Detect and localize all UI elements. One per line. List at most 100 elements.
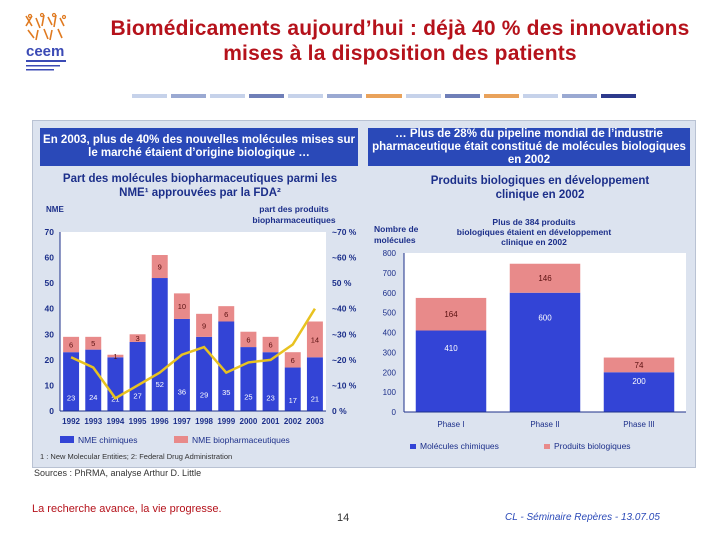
right-annotation: Plus de 384 produits [492, 217, 575, 227]
right-y-tick-label: 600 [383, 289, 397, 298]
left-y-tick-label: 30 [45, 329, 55, 339]
bar-value-label: 35 [222, 388, 230, 397]
line-biopharma-share [70, 308, 316, 400]
left-x-tick-label: 2003 [306, 417, 324, 426]
stripe-segment [210, 94, 246, 98]
stripe-segment [288, 94, 324, 98]
right-annotation: biologiques étaient en développement [457, 227, 612, 237]
bar-value-label: 17 [289, 396, 297, 405]
bar-nme-biopharma [173, 293, 190, 319]
bar-produits-biologiques [415, 297, 487, 331]
left-x-tick-label: 1998 [195, 417, 213, 426]
bar-value-label: 146 [538, 274, 552, 283]
bar-value-label: 6 [268, 341, 272, 350]
bar-nme-chimiques [284, 367, 301, 411]
bar-nme-biopharma [63, 336, 80, 353]
bar-nme-chimiques [306, 357, 323, 411]
left-y-tick-label: 50 [45, 278, 55, 288]
left-y-tick-label: 60 [45, 253, 55, 263]
left-y2-axis-label-line2: biopharmaceutiques [252, 215, 335, 225]
legend-swatch-molecules-chimiques [410, 444, 416, 449]
left-y2-tick-label: ~30 % [332, 329, 357, 339]
bar-value-label: 23 [266, 393, 274, 402]
right-y-tick-label: 700 [383, 269, 397, 278]
left-x-tick-label: 1995 [129, 417, 147, 426]
right-y-tick-label: 800 [383, 249, 397, 258]
stripe-segment [405, 94, 441, 98]
legend-label-molecules-chimiques: Molécules chimiques [420, 441, 499, 451]
right-chart-title: Produits biologiques en développement cl… [430, 175, 650, 201]
legend-swatch-produits-biologiques [544, 444, 550, 449]
bar-nme-biopharma [129, 334, 146, 342]
left-y2-tick-label: ~40 % [332, 304, 357, 314]
ceem-logo: ceem [25, 12, 67, 71]
bar-nme-chimiques [63, 352, 80, 411]
bar-value-label: 10 [178, 302, 186, 311]
bar-produits-biologiques [603, 357, 675, 373]
bar-value-label: 600 [538, 314, 552, 323]
bar-produits-biologiques [509, 263, 581, 293]
bar-nme-chimiques [129, 341, 146, 411]
bar-value-label: 24 [89, 393, 97, 402]
left-y2-tick-label: 50 % [332, 278, 352, 288]
stripe-segment [132, 94, 168, 98]
left-y2-tick-label: 0 % [332, 406, 347, 416]
bar-nme-chimiques [218, 321, 235, 411]
footnote: 1 : New Molecular Entities; 2: Federal D… [40, 452, 232, 461]
left-y-tick-label: 20 [45, 355, 55, 365]
bar-nme-biopharma [262, 336, 279, 353]
bar-nme-chimiques [262, 352, 279, 411]
bar-value-label: 200 [632, 377, 646, 386]
bar-nme-biopharma [107, 354, 124, 358]
bar-nme-chimiques [107, 357, 124, 411]
bar-value-label: 14 [311, 335, 319, 344]
left-y-tick-label: 10 [45, 380, 55, 390]
decorative-stripe [132, 94, 637, 98]
bar-nme-biopharma [284, 352, 301, 368]
left-x-tick-label: 1996 [151, 417, 169, 426]
bar-value-label: 23 [67, 393, 75, 402]
stripe-segment [522, 94, 558, 98]
bar-value-label: 6 [246, 335, 250, 344]
bar-nme-chimiques [196, 336, 213, 411]
bar-nme-biopharma [196, 313, 213, 337]
right-x-tick-label: Phase II [530, 420, 559, 429]
bar-value-label: 27 [133, 392, 141, 401]
stripe-segment [171, 94, 207, 98]
right-y-tick-label: 400 [383, 329, 397, 338]
bar-value-label: 74 [635, 361, 644, 370]
left-y2-tick-label: ~20 % [332, 355, 357, 365]
bar-nme-biopharma [151, 255, 168, 279]
stripe-segment [444, 94, 480, 98]
legend-swatch-nme-chimiques [60, 436, 74, 443]
bar-nme-chimiques [173, 318, 190, 411]
left-x-tick-label: 1994 [107, 417, 125, 426]
left-x-tick-label: 2000 [240, 417, 258, 426]
bar-molecules-chimiques [603, 372, 675, 412]
right-x-tick-label: Phase III [623, 420, 655, 429]
bar-value-label: 5 [91, 339, 95, 348]
bar-value-label: 21 [311, 394, 319, 403]
left-x-tick-label: 1993 [84, 417, 102, 426]
right-header: … Plus de 28% du pipeline mondial de l’i… [368, 128, 690, 166]
right-x-tick-label: Phase I [437, 420, 464, 429]
slide-title: Biomédicaments aujourd’hui : déjà 40 % d… [110, 17, 690, 65]
legend-label-nme-biopharma: NME biopharmaceutiques [192, 435, 290, 445]
left-x-tick-label: 1992 [62, 417, 80, 426]
bar-nme-chimiques [151, 278, 168, 411]
legend-swatch-nme-biopharma [174, 436, 188, 443]
left-y-tick-label: 0 [49, 406, 54, 416]
left-y2-tick-label: ~70 % [332, 227, 357, 237]
bar-value-label: 6 [69, 341, 73, 350]
bar-value-label: 9 [158, 263, 162, 272]
left-x-tick-label: 1999 [217, 417, 235, 426]
legend-label-produits-biologiques: Produits biologiques [554, 441, 631, 451]
bar-value-label: 6 [224, 310, 228, 319]
bar-molecules-chimiques [415, 330, 487, 412]
right-y-tick-label: 500 [383, 309, 397, 318]
left-y-tick-label: 70 [45, 227, 55, 237]
bar-nme-biopharma [218, 306, 235, 322]
sources-note: Sources : PhRMA, analyse Arthur D. Littl… [34, 468, 202, 478]
footer-event: CL - Séminaire Repères - 13.07.05 [505, 512, 660, 523]
